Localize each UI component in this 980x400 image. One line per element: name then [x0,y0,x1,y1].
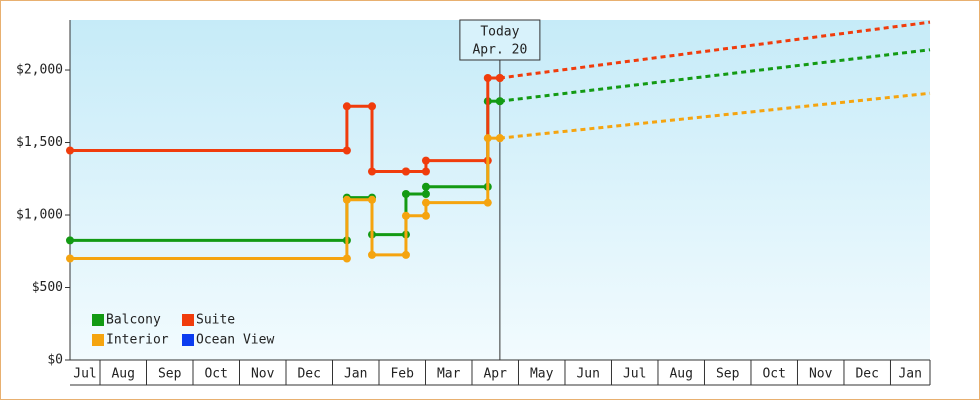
point [495,73,504,82]
end-point [401,250,410,259]
end-point [421,211,430,220]
end-point [368,195,377,204]
legend-label: Balcony [106,313,161,328]
x-tick-label: May [530,367,554,382]
point [421,156,430,165]
series [66,91,931,263]
point [368,167,377,176]
point [401,189,410,198]
today-title: Today [480,25,519,40]
point [421,198,430,207]
x-tick-label: Feb [390,367,414,382]
point [66,254,74,263]
end-point [368,102,377,111]
x-tick-label: Apr [483,367,507,382]
y-tick-label: $500 [32,280,63,295]
point [483,73,492,82]
end-point [421,189,430,198]
end-point [483,198,492,207]
point [495,134,504,143]
x-tick-label: Jul [73,367,96,382]
y-tick-label: $0 [47,353,63,368]
today-date: Apr. 20 [472,43,527,58]
legend-label: Interior [106,333,169,348]
today-box [459,19,541,61]
point [368,250,377,259]
x-tick-label: Mar [437,367,461,382]
point [483,134,492,143]
x-tick-label: Dec [855,367,878,382]
x-tick-label: Jan [898,367,921,382]
point [342,102,351,111]
point [401,167,410,176]
y-tick-label: $1,000 [16,208,63,223]
x-tick-label: Nov [809,367,833,382]
end-point [342,146,351,155]
x-tick-label: Sep [158,367,182,382]
point [421,182,430,191]
end-point [421,167,430,176]
x-tick-label: Jul [623,367,646,382]
x-tick-label: Nov [251,367,275,382]
x-tick-label: Jun [576,367,599,382]
x-tick-label: Jan [344,367,367,382]
y-tick-label: $2,000 [16,63,63,78]
legend-swatch [182,314,194,326]
x-tick-label: Oct [204,367,227,382]
projection-line [499,91,931,140]
legend-swatch [92,334,104,346]
end-point [342,254,351,263]
legend-swatch [182,334,194,346]
x-tick-label: Oct [762,367,785,382]
x-tick-label: Aug [111,367,134,382]
point [66,236,74,245]
x-tick-label: Aug [669,367,692,382]
y-tick-label: $1,500 [16,135,63,150]
legend-label: Ocean View [196,333,274,348]
point [342,195,351,204]
legend-label: Suite [196,313,235,328]
point [401,211,410,220]
series [66,20,931,176]
projection-line [499,48,931,103]
x-tick-label: Sep [716,367,740,382]
legend-swatch [92,314,104,326]
x-tick-label: Dec [297,367,320,382]
point [66,146,74,155]
point [495,97,504,106]
projection-line [499,20,931,80]
